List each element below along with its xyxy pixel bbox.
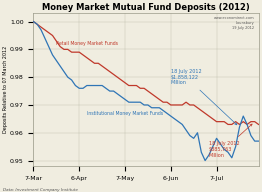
Text: 18 July 2012
$885,763
Million: 18 July 2012 $885,763 Million	[209, 124, 252, 158]
Title: Money Market Mutual Fund Deposits (2012): Money Market Mutual Fund Deposits (2012)	[42, 3, 250, 12]
Text: 18 July 2012
$1,858,122
Million: 18 July 2012 $1,858,122 Million	[171, 69, 237, 125]
Text: www.economirect.com
Lounsbury
19 July 2012: www.economirect.com Lounsbury 19 July 20…	[214, 16, 254, 30]
Text: Retail Money Market Funds: Retail Money Market Funds	[56, 41, 118, 46]
Y-axis label: Deposits Relative to 07 March 2012: Deposits Relative to 07 March 2012	[3, 46, 8, 133]
Text: Data: Investment Company Institute: Data: Investment Company Institute	[3, 188, 78, 192]
Text: Institutional Money Market Funds: Institutional Money Market Funds	[87, 111, 163, 116]
